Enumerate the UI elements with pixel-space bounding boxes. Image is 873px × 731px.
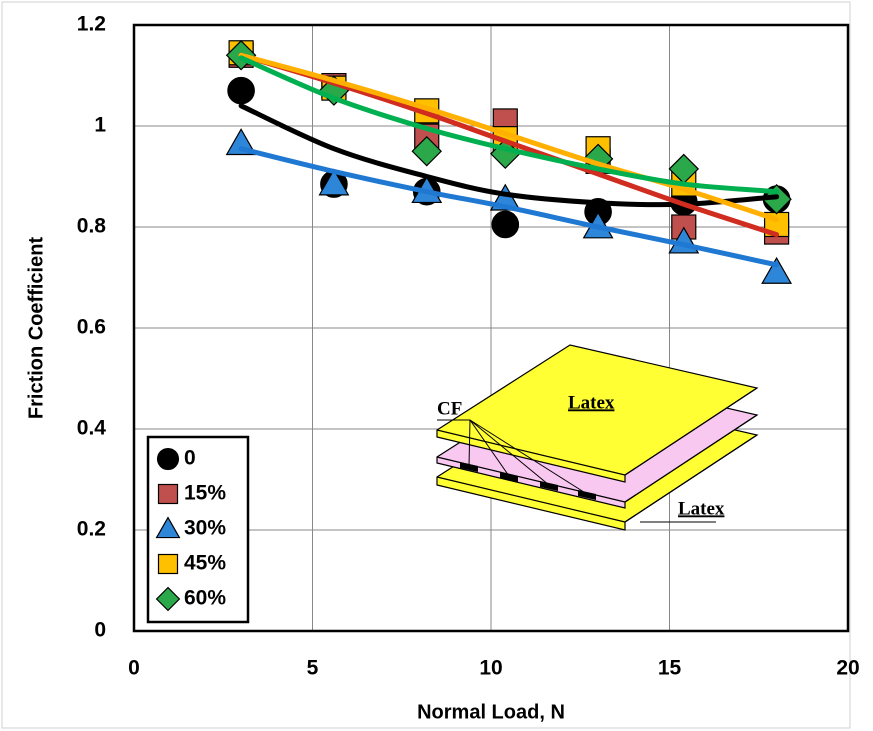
marker — [155, 516, 181, 539]
marker — [411, 136, 442, 167]
y-tick-label: 0.2 — [77, 518, 106, 541]
legend-label: 30% — [184, 517, 226, 540]
y-axis-title: Friction Coefficient — [25, 237, 47, 420]
edge — [436, 476, 626, 523]
legend-label: 15% — [184, 482, 226, 505]
edge — [624, 414, 758, 503]
x-tick-label: 0 — [128, 657, 140, 680]
trend-line — [238, 55, 780, 195]
x-axis-title: Normal Load, N — [417, 701, 565, 723]
fiber — [578, 490, 596, 500]
fiber — [460, 462, 478, 472]
pointer — [469, 419, 588, 495]
x-tick-label: 20 — [836, 657, 859, 680]
annotation: Latex — [568, 392, 615, 413]
inset-diagram: CF Latex Latex — [436, 344, 759, 531]
x-tick-label: 15 — [658, 657, 682, 680]
edge — [624, 434, 758, 523]
legend-label: 0 — [184, 447, 196, 470]
legend-label: 60% — [184, 587, 226, 610]
fiber — [540, 481, 558, 491]
edge — [624, 387, 758, 476]
x-tick-label: 5 — [307, 657, 319, 680]
marker — [227, 76, 255, 105]
plot-area: 0 0.2 0.4 0.6 0.8 1 1.2 0 5 10 15 20 — [77, 13, 860, 680]
y-tick-label: 0.6 — [77, 316, 106, 339]
annotation: CF — [437, 398, 462, 419]
pointer — [469, 419, 550, 486]
trend-line — [238, 146, 780, 268]
legend-label: 45% — [184, 552, 226, 575]
plot-border — [132, 23, 850, 633]
frame — [1, 1, 851, 729]
y-tick-label: 1 — [94, 114, 106, 137]
overlay: 0 15% 30% 45% 60% — [146, 435, 250, 624]
y-tick-label: 0.4 — [77, 417, 107, 440]
x-tick-label: 10 — [479, 657, 502, 680]
pointer — [468, 419, 471, 467]
y-tick-label: 1.2 — [77, 13, 106, 36]
trend-line — [238, 52, 780, 222]
fiber — [500, 472, 518, 482]
annotation: Latex — [678, 498, 725, 519]
edge — [436, 429, 626, 476]
marker — [155, 586, 181, 612]
marker — [318, 168, 350, 196]
y-tick-label: 0 — [94, 619, 106, 642]
marker — [157, 483, 179, 505]
y-tick-label: 0.8 — [77, 215, 107, 238]
marker — [491, 210, 520, 239]
marker — [157, 553, 179, 575]
pointer — [469, 419, 510, 477]
marker — [156, 447, 180, 471]
marker — [761, 256, 793, 284]
